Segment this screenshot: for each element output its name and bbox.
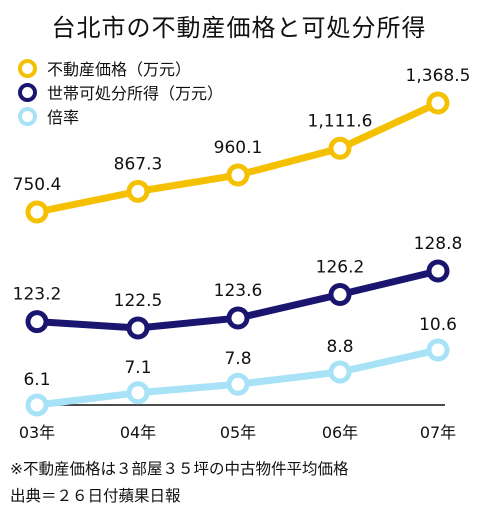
footnote-source: 出典＝２６日付蘋果日報 (10, 487, 181, 505)
data-point-income (328, 283, 352, 307)
data-point-price (328, 136, 352, 160)
data-point-ratio (226, 372, 250, 396)
data-label-price: 750.4 (13, 175, 62, 195)
x-tick-label: 03年 (19, 423, 55, 442)
data-label-ratio: 8.8 (326, 337, 353, 357)
data-point-income (426, 259, 450, 283)
data-point-income (226, 306, 250, 330)
data-point-income (25, 310, 49, 334)
data-label-price: 867.3 (114, 154, 163, 174)
data-label-price: 960.1 (214, 138, 263, 158)
data-label-ratio: 6.1 (23, 370, 50, 390)
data-label-ratio: 7.1 (124, 358, 151, 378)
data-label-price: 1,111.6 (308, 111, 373, 131)
data-label-income: 126.2 (316, 258, 365, 278)
data-label-income: 122.5 (114, 291, 163, 311)
footnote-price-definition: ※不動産価格は３部屋３５坪の中古物件平均価格 (10, 460, 349, 478)
legend-marker-ratio (18, 106, 37, 126)
chart-title: 台北市の不動産価格と可処分所得 (51, 14, 427, 42)
legend-label-ratio: 倍率 (47, 108, 80, 127)
legend-item-income: 世帯可処分所得（万元） (18, 80, 223, 104)
data-point-price (426, 91, 450, 115)
data-label-income: 128.8 (414, 234, 463, 254)
legend-label-price: 不動産価格（万元） (47, 60, 192, 79)
data-point-ratio (25, 393, 49, 417)
data-label-income: 123.6 (214, 281, 263, 301)
x-tick-label: 04年 (120, 423, 156, 442)
legend-item-ratio: 倍率 (18, 104, 223, 128)
data-label-price: 1,368.5 (406, 66, 471, 86)
legend-label-income: 世帯可処分所得（万元） (47, 84, 224, 103)
data-point-price (25, 200, 49, 224)
data-label-ratio: 10.6 (419, 315, 457, 335)
data-point-ratio (126, 381, 150, 405)
x-tick-label: 05年 (220, 423, 256, 442)
legend-item-price: 不動産価格（万元） (18, 56, 223, 80)
data-point-price (126, 179, 150, 203)
chart-legend: 不動産価格（万元） 世帯可処分所得（万元） 倍率 (18, 56, 223, 128)
data-label-ratio: 7.8 (224, 349, 251, 369)
data-point-price (226, 163, 250, 187)
legend-marker-price (18, 58, 37, 78)
data-point-income (126, 316, 150, 340)
data-label-income: 123.2 (13, 285, 62, 305)
legend-marker-income (18, 82, 37, 102)
x-tick-label: 06年 (322, 423, 358, 442)
x-tick-label: 07年 (420, 423, 456, 442)
data-point-ratio (328, 360, 352, 384)
data-point-ratio (426, 338, 450, 362)
chart-footnotes: ※不動産価格は３部屋３５坪の中古物件平均価格 出典＝２６日付蘋果日報 (10, 456, 349, 510)
